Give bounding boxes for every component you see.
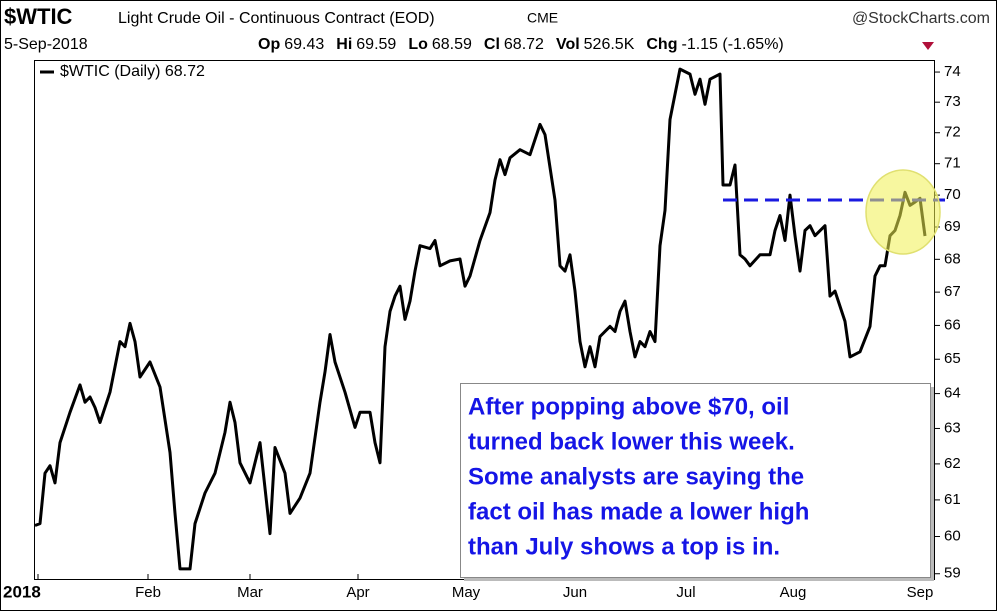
y-tick-label: 74 bbox=[944, 63, 961, 80]
y-tick-label: 63 bbox=[944, 419, 961, 436]
quote-value: 69.59 bbox=[356, 36, 396, 53]
quote-label: Cl bbox=[484, 36, 500, 53]
legend-label: $WTIC (Daily) 68.72 bbox=[60, 63, 205, 80]
quote-label: Vol bbox=[556, 36, 580, 53]
note-line: fact oil has made a lower high bbox=[468, 498, 809, 525]
note-box bbox=[460, 383, 931, 578]
y-tick-label: 70 bbox=[944, 186, 961, 203]
quote-label: Hi bbox=[336, 36, 352, 53]
quote-label: Op bbox=[258, 36, 280, 53]
y-tick-label: 62 bbox=[944, 455, 961, 472]
y-tick-label: 61 bbox=[944, 491, 961, 508]
y-tick-label: 64 bbox=[944, 385, 961, 402]
plot: 59 60 61 62 63 64 65 66 67 68 69 70 71 72 73 74 2018 Feb M… bbox=[3, 63, 961, 601]
exchange: CME bbox=[527, 10, 558, 26]
price-line bbox=[34, 67, 927, 571]
x-tick-label: Apr bbox=[346, 584, 369, 601]
x-tick-label: Jul bbox=[676, 584, 695, 601]
y-tick-label: 73 bbox=[944, 93, 961, 110]
chart-title: Light Crude Oil - Continuous Contract (E… bbox=[118, 10, 435, 27]
y-tick-label: 68 bbox=[944, 250, 961, 267]
x-tick-label: Sep bbox=[907, 584, 934, 601]
y-tick-label: 60 bbox=[944, 527, 961, 544]
note: After popping above $70, oil turned back … bbox=[468, 393, 809, 560]
note-line: turned back lower this week. bbox=[468, 428, 795, 455]
quote-value: 68.72 bbox=[504, 36, 544, 53]
quote-value: 526.5K bbox=[584, 36, 635, 53]
quote: Op 69.43 Hi 69.59 Lo 68.59 Cl 68.72 Vol 526.5K Chg… bbox=[258, 36, 784, 53]
x-tick-label: Feb bbox=[135, 584, 161, 601]
y-tick-label: 69 bbox=[944, 218, 961, 235]
quote-label: Chg bbox=[646, 36, 677, 53]
x-tick-label: 2018 bbox=[3, 582, 41, 601]
x-tick-label: May bbox=[452, 584, 481, 601]
note-line: than July shows a top is in. bbox=[468, 533, 780, 560]
note-line: Some analysts are saying the bbox=[468, 463, 804, 490]
quote-label: Lo bbox=[408, 36, 428, 53]
date: 5-Sep-2018 bbox=[4, 36, 88, 53]
y-tick-label: 65 bbox=[944, 350, 961, 367]
y-tick-label: 67 bbox=[944, 283, 961, 300]
y-tick-label: 66 bbox=[944, 316, 961, 333]
highlight bbox=[865, 169, 941, 255]
y-tick-label: 71 bbox=[944, 155, 961, 172]
quote-value: -1.15 (-1.65%) bbox=[681, 36, 783, 53]
source: @StockCharts.com bbox=[852, 10, 990, 27]
note-line: After popping above $70, oil bbox=[468, 393, 789, 420]
symbol: $WTIC bbox=[4, 4, 73, 29]
quote-value: 68.59 bbox=[432, 36, 472, 53]
y-tick-label: 59 bbox=[944, 565, 961, 582]
down-arrow bbox=[922, 42, 934, 50]
x-tick-label: Mar bbox=[237, 584, 263, 601]
quote-value: 69.43 bbox=[284, 36, 324, 53]
y-tick-label: 72 bbox=[944, 124, 961, 141]
x-tick-label: Jun bbox=[563, 584, 587, 601]
x-tick-label: Aug bbox=[780, 584, 807, 601]
